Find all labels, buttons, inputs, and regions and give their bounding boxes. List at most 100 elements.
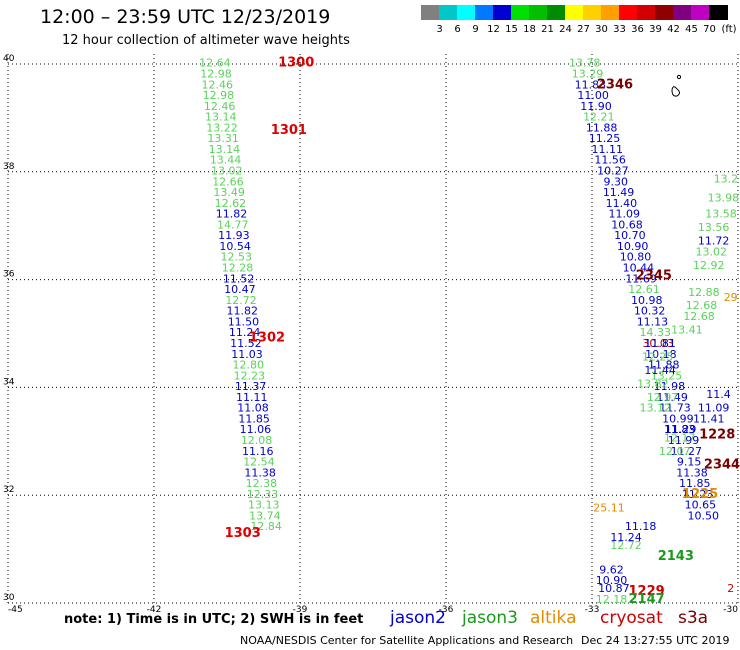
wave-height-label: 11.44 xyxy=(644,364,676,377)
wave-height-label: 11.18 xyxy=(625,520,657,533)
wave-height-label: 11.81 xyxy=(644,337,676,350)
wave-height-label: 12.25 xyxy=(642,350,674,363)
legend-swatch xyxy=(601,5,620,20)
wave-height-label: 13.13 xyxy=(248,499,280,512)
legend-swatch xyxy=(691,5,710,20)
lat-tick-label: 30 xyxy=(3,593,15,603)
wave-height-label: 13.02 xyxy=(695,245,727,258)
time-label: 2143 xyxy=(658,549,694,564)
wave-height-label: 14.33 xyxy=(640,326,672,339)
legend-swatch xyxy=(583,5,602,20)
time-label: 1228 xyxy=(699,428,735,443)
wave-height-label: 12.46 xyxy=(201,78,233,91)
wave-height-label: 13.44 xyxy=(210,154,242,167)
wave-height-label: 10.44 xyxy=(623,262,655,275)
wave-height-label: 11.52 xyxy=(223,272,255,285)
wave-height-label: 13.31 xyxy=(207,132,239,145)
wave-height-label: 11.85 xyxy=(679,477,711,490)
legend-swatch xyxy=(439,5,458,20)
satellite-label-cryosat: cryosat xyxy=(600,608,663,628)
page-subtitle: 12 hour collection of altimeter wave hei… xyxy=(62,33,350,48)
wave-height-label: 11.82 xyxy=(216,208,248,221)
legend-swatch xyxy=(493,5,512,20)
wave-height-label: 11.72 xyxy=(698,235,730,248)
wave-height-label: 11.06 xyxy=(240,423,272,436)
wave-height-label: 10.70 xyxy=(614,229,646,242)
wave-height-label: 12.17 xyxy=(664,431,696,444)
wave-height-label: 29 xyxy=(724,291,738,304)
wave-height-label: 12.68 xyxy=(683,310,715,323)
legend-swatch xyxy=(529,5,548,20)
wave-height-label: 10.87 xyxy=(598,582,630,595)
wave-height-label: 11.25 xyxy=(589,132,621,145)
lon-tick-label: -39 xyxy=(293,605,308,615)
wave-height-label: 11.4 xyxy=(706,388,731,401)
wave-height-label: 30.03 xyxy=(642,337,674,350)
wave-height-label: 11.24 xyxy=(610,531,642,544)
wave-height-label: 12.53 xyxy=(221,251,253,264)
wave-height-label: 11.00 xyxy=(577,89,609,102)
wave-height-label: 12.23 xyxy=(234,369,266,382)
legend-label: 12 xyxy=(487,24,500,35)
wave-height-label: 12.68 xyxy=(686,299,718,312)
wave-height-label: 11.11 xyxy=(592,143,624,156)
wave-height-label: 11.24 xyxy=(229,326,261,339)
wave-height-label: 10.65 xyxy=(685,499,717,512)
wave-height-label: 25.11 xyxy=(593,501,625,514)
wave-height-label: 13.14 xyxy=(209,143,241,156)
legend-label: 27 xyxy=(577,24,590,35)
lat-tick-label: 36 xyxy=(3,270,15,280)
wave-height-label: 12.98 xyxy=(203,89,235,102)
wave-height-label: 11.09 xyxy=(608,208,640,221)
legend-swatch xyxy=(421,5,440,20)
wave-height-label: 10.47 xyxy=(224,283,256,296)
wave-height-label: 12.33 xyxy=(247,488,279,501)
wave-height-label: 9.15 xyxy=(677,456,702,469)
axis-ticks: -45 -42 -39 -36 -33 -30 40 38 36 34 32 30 xyxy=(3,54,738,615)
page-title: 12:00 – 23:59 UTC 12/23/2019 xyxy=(40,6,331,28)
lon-tick-label: -33 xyxy=(585,605,600,615)
wave-height-label: 14.77 xyxy=(217,218,249,231)
lon-tick-label: -45 xyxy=(8,605,23,615)
wave-height-label: 10.50 xyxy=(688,509,720,522)
note-text: note: 1) Time is in UTC; 2) SWH is in fe… xyxy=(64,612,364,627)
wave-height-label: 10.90 xyxy=(596,574,628,587)
time-label: 1300 xyxy=(278,56,314,71)
time-label: 1303 xyxy=(225,526,261,541)
legend-label: 24 xyxy=(559,24,572,35)
legend-swatch xyxy=(457,5,476,20)
wave-height-label: 11.37 xyxy=(235,380,267,393)
legend-swatch xyxy=(673,5,692,20)
wave-height-label: 12.28 xyxy=(222,262,254,275)
wave-height-label: 10.99 xyxy=(662,412,694,425)
wave-height-label: 10.90 xyxy=(617,240,649,253)
wave-height-label: 9.30 xyxy=(603,175,628,188)
wave-height-label: 10.54 xyxy=(219,240,251,253)
wave-height-label: 12.54 xyxy=(243,456,275,469)
wave-height-label: 12.72 xyxy=(225,294,257,307)
lon-tick-label: -42 xyxy=(147,605,162,615)
legend-label: 18 xyxy=(523,24,536,35)
wave-height-label: 2 xyxy=(727,582,734,595)
time-label: 1301 xyxy=(271,123,307,138)
wave-height-label: 11.27 xyxy=(671,445,703,458)
satellite-label-s3a: s3a xyxy=(678,608,709,628)
time-label: 1229 xyxy=(629,584,665,599)
wave-height-label: 10.27 xyxy=(597,164,629,177)
legend-label: 15 xyxy=(505,24,518,35)
wave-height-label: 11.50 xyxy=(228,315,260,328)
wave-height-label: 10.98 xyxy=(631,294,663,307)
wave-height-label: 11.99 xyxy=(668,434,700,447)
satellite-label-jason2: jason2 xyxy=(390,608,446,628)
timestamp: Dec 24 13:27:55 UTC 2019 xyxy=(581,634,730,647)
wave-height-label: 12.18 xyxy=(596,593,628,606)
wave-height-label: 12.88 xyxy=(688,286,720,299)
wave-height-label: 11.83 xyxy=(575,78,607,91)
legend-swatch xyxy=(655,5,674,20)
wave-height-label: 13.58 xyxy=(705,208,737,221)
wave-height-label: 11.09 xyxy=(698,402,730,415)
wave-height-label: 11.88 xyxy=(586,121,618,134)
wave-height-label: 12.72 xyxy=(610,539,642,552)
wave-height-label: 12.84 xyxy=(250,520,282,533)
legend-label: 6 xyxy=(454,24,461,35)
